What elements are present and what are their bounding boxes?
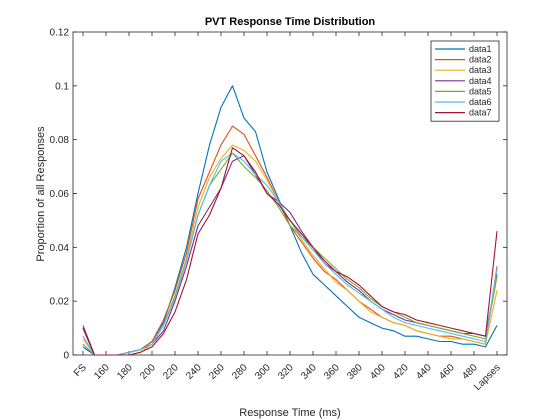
series-lines <box>82 85 498 356</box>
chart-title: PVT Response Time Distribution <box>205 16 376 28</box>
x-axis-label: Response Time (ms) <box>239 407 340 419</box>
legend-label: data2 <box>469 55 492 65</box>
y-tick-label: 0.08 <box>50 135 70 146</box>
y-axis-label: Proportion of all Responses <box>35 126 47 262</box>
y-tick-label: 0.04 <box>50 243 70 254</box>
legend-label: data7 <box>469 108 492 118</box>
y-tick-label: 0.12 <box>50 28 70 39</box>
y-axis: 0 0.02 0.04 0.06 0.08 0.1 0.12 <box>50 28 507 362</box>
legend-label: data5 <box>469 86 492 96</box>
series-line-data7 <box>82 147 498 356</box>
legend-label: data6 <box>469 97 492 107</box>
y-tick-label: 0.06 <box>50 189 70 200</box>
legend-label: data3 <box>469 65 492 75</box>
y-tick-label: 0.1 <box>55 81 69 92</box>
y-tick-label: 0 <box>63 351 69 362</box>
y-tick-label: 0.02 <box>50 297 70 308</box>
legend-label: data4 <box>469 76 492 86</box>
legend-label: data1 <box>469 44 492 54</box>
